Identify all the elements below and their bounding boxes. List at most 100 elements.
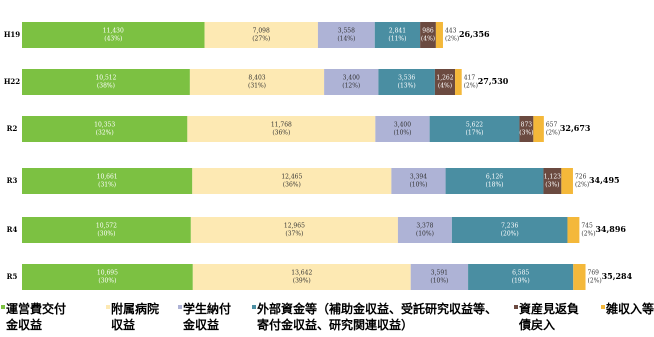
legend-line: 運営費交付 (6, 301, 66, 316)
value-label: 13,642 (291, 270, 312, 277)
percent-label: (19%) (512, 278, 530, 285)
value-label: 3,591 (431, 270, 448, 277)
percent-label: (12%) (342, 83, 360, 90)
percent-label: (2%) (445, 36, 459, 43)
percent-label: (39%) (293, 278, 311, 285)
bar-segment (434, 69, 456, 95)
value-label: 443 (445, 28, 457, 35)
percent-label: (4%) (421, 36, 435, 43)
value-label: 10,353 (94, 122, 115, 129)
legend-label: 雑収入等 (605, 301, 654, 316)
value-label: 6,585 (512, 270, 529, 277)
percent-label: (36%) (283, 182, 301, 189)
bar-segment (22, 69, 190, 95)
percent-label: (2%) (464, 83, 478, 90)
percent-label: (18%) (485, 182, 503, 189)
legend-line: 資産見返負 (519, 301, 579, 316)
bar-segment (22, 168, 193, 194)
legend-line: 学生納付 (183, 301, 231, 316)
legend-swatch (514, 305, 518, 309)
percent-label: (10%) (409, 182, 427, 189)
bar-segment (190, 217, 398, 243)
bar-segment (543, 168, 562, 194)
legend-label: 資産見返負債戻入 (518, 301, 579, 332)
total-label: 32,673 (560, 123, 591, 133)
value-label: 1,262 (436, 75, 453, 82)
percent-label: (30%) (97, 231, 115, 238)
value-label: 11,768 (271, 122, 292, 129)
bar-segment (22, 264, 193, 290)
value-label: 657 (546, 122, 558, 129)
value-label: 726 (575, 174, 587, 181)
legend-swatch (252, 305, 256, 309)
row-label: H22 (4, 77, 20, 86)
percent-label: (2%) (575, 182, 589, 189)
bar-segment (397, 217, 452, 243)
value-label: 3,558 (338, 28, 355, 35)
value-label: 7,098 (253, 28, 270, 35)
bar-segment (375, 116, 430, 142)
percent-label: (2%) (588, 278, 602, 285)
bar-segment (429, 116, 520, 142)
legend-swatch (1, 305, 5, 309)
percent-label: (4%) (438, 83, 452, 90)
legend-swatch (106, 305, 110, 309)
legend-line: 収益 (111, 317, 135, 332)
percent-label: (17%) (466, 130, 484, 137)
value-label: 12,965 (284, 223, 305, 230)
value-label: 745 (581, 223, 593, 230)
legend-line: 附属病院 (111, 301, 159, 316)
total-label: 34,896 (595, 224, 626, 234)
bar-segment (187, 116, 376, 142)
percent-label: (31%) (98, 182, 116, 189)
value-label: 986 (422, 28, 434, 35)
value-label: 873 (521, 122, 533, 129)
bar-segment (561, 168, 573, 194)
legend-swatch (178, 305, 182, 309)
row-label: R4 (7, 225, 18, 234)
bar-segment (519, 116, 534, 142)
value-label: 8,403 (248, 75, 265, 82)
percent-label: (20%) (501, 231, 519, 238)
legend-line: 金収益 (182, 317, 219, 332)
percent-label: (14%) (337, 36, 355, 43)
legend-line: 外部資金等（補助金収益、受託研究収益等、 (257, 301, 497, 316)
percent-label: (32%) (96, 130, 114, 137)
bar-segment (391, 168, 446, 194)
bar-segment (22, 22, 205, 48)
percent-label: (2%) (546, 130, 560, 137)
bar-segment (410, 264, 469, 290)
bar-segment (317, 22, 375, 48)
percent-label: (43%) (104, 36, 122, 43)
percent-label: (10%) (416, 231, 434, 238)
row-label: R2 (7, 124, 18, 133)
total-label: 35,284 (602, 271, 633, 281)
percent-label: (37%) (285, 231, 303, 238)
bar-segment (22, 116, 188, 142)
bar-segment (445, 168, 544, 194)
bar-segment (567, 217, 580, 243)
bar-segment (435, 22, 443, 48)
bar-segment (455, 69, 462, 95)
bar-segment (374, 22, 421, 48)
legend-line: 寄付金収益、研究関連収益） (257, 317, 413, 332)
percent-label: (38%) (97, 83, 115, 90)
bar-segment (533, 116, 544, 142)
row-label: H19 (4, 30, 20, 39)
value-label: 10,572 (96, 223, 117, 230)
total-label: 34,495 (589, 175, 620, 185)
value-label: 5,622 (466, 122, 483, 129)
legend-label: 外部資金等（補助金収益、受託研究収益等、寄付金収益、研究関連収益） (257, 301, 497, 332)
percent-label: (3%) (519, 130, 533, 137)
legend-swatch (601, 305, 605, 309)
total-label: 27,530 (478, 76, 509, 86)
legend-line: 金収益 (5, 317, 42, 332)
percent-label: (2%) (581, 231, 595, 238)
value-label: 6,126 (486, 174, 503, 181)
bar-segment (573, 264, 586, 290)
percent-label: (3%) (545, 182, 559, 189)
bar-segment (22, 217, 191, 243)
value-label: 769 (588, 270, 600, 277)
value-label: 3,400 (394, 122, 411, 129)
